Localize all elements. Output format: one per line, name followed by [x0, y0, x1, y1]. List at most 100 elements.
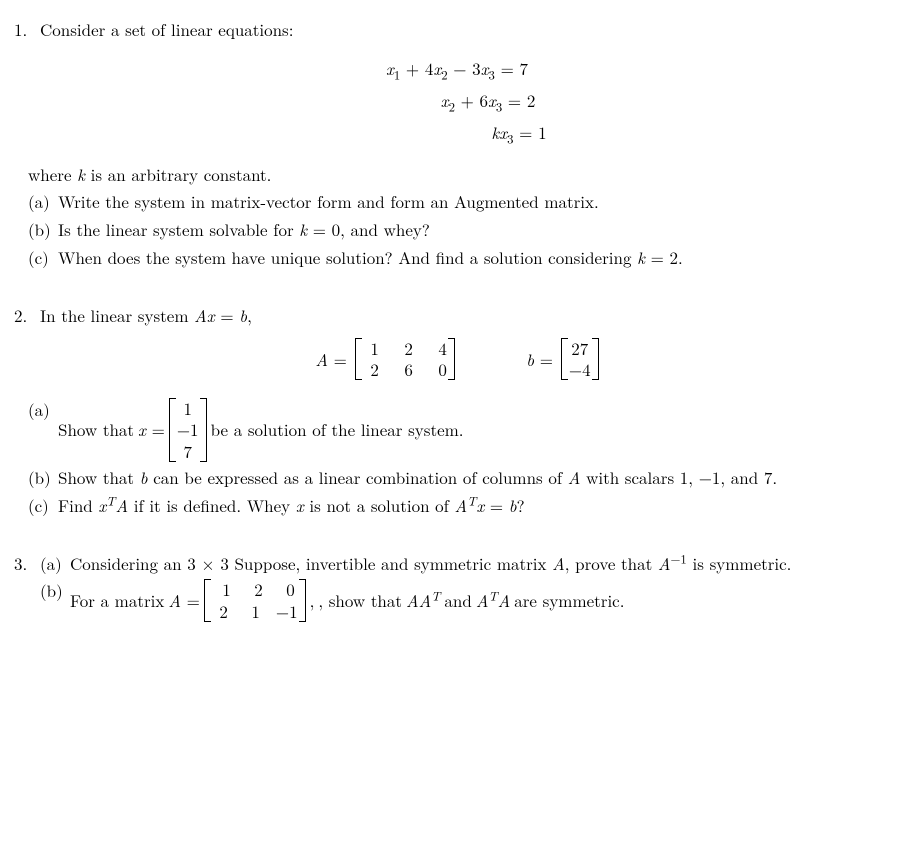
p2b-b: b	[140, 465, 148, 489]
p2-intro-2: ,	[247, 303, 252, 327]
problem-2-part-a: (a) Show that x = 1 −1 7 be a solution o…	[28, 398, 874, 462]
pb-text-2: , and whey?	[340, 217, 430, 241]
part-c-body: When does the system have unique solutio…	[58, 246, 874, 270]
vector-b: 27 −4	[561, 338, 599, 381]
p3b-ATA-sup: T	[488, 586, 497, 604]
problem-2-header: 2. In the linear system Ax = b, A = 124 …	[14, 304, 874, 394]
p2b-3: with scalars 1, −1, and 7.	[580, 465, 777, 489]
p3a-Ainv: A	[658, 551, 671, 575]
pc-text-2: .	[678, 245, 683, 269]
vector-b-def: b = 27 −4	[526, 338, 598, 381]
problem-3: 3. (a) Considering an 3 × 3 Suppose, inv…	[14, 552, 874, 622]
p2-part-a-body: Show that x = 1 −1 7 be a solution of th…	[58, 398, 874, 462]
problem-3-body: (a) Considering an 3 × 3 Suppose, invert…	[40, 552, 874, 622]
p2c-4: ?	[517, 493, 525, 517]
p3b-AAT-sup: T	[431, 586, 440, 604]
p3b-ATA-a: A	[476, 588, 489, 612]
pc-text-1: When does the system have unique solutio…	[58, 245, 637, 269]
p2b-A: A	[568, 465, 581, 489]
part-c-label: (c)	[28, 246, 58, 270]
p3a-A: A	[552, 551, 565, 575]
p3a-2: , prove that	[565, 551, 658, 575]
problem-3-number: 3.	[14, 552, 40, 576]
problem-1-intro: Consider a set of linear equations:	[40, 17, 294, 41]
p3b-3: and	[444, 589, 471, 613]
problem-3-part-b: (b) For a matrix A = 120 21−1 , , show t…	[40, 579, 874, 622]
problem-1-part-c: (c) When does the system have unique sol…	[28, 246, 874, 270]
where-text-1: where	[28, 162, 77, 186]
vector-x: 1 −1 7	[169, 398, 207, 462]
p2c-2: if it is defined. Whey	[128, 493, 296, 517]
problem-2-body: In the linear system Ax = b, A = 124 260…	[40, 304, 874, 394]
eq-3: kx3 = 1	[40, 116, 874, 148]
A3-13: 0	[279, 579, 295, 600]
p3b-4: are symmetric.	[514, 589, 624, 613]
problem-1-part-b: (b) Is the linear system solvable for k …	[28, 218, 874, 242]
p3-part-a-label: (a)	[40, 552, 70, 576]
problem-3-part-a: (a) Considering an 3 × 3 Suppose, invert…	[40, 552, 874, 576]
p2-part-c-body: Find xTA if it is defined. Whey x is not…	[58, 494, 874, 518]
matrix-A-def: A = 124 260	[315, 338, 455, 381]
problem-2-part-b: (b) Show that b can be expressed as a li…	[28, 466, 874, 490]
p2b-2: can be expressed as a linear combination…	[148, 465, 568, 489]
eq-1: x1 + 4x2 − 3x3 = 7	[40, 52, 874, 84]
x-2: −1	[177, 419, 199, 440]
problem-2: 2. In the linear system Ax = b, A = 124 …	[14, 304, 874, 518]
p3a-Ainv-sup: −1	[671, 549, 687, 567]
part-a-body: Write the system in matrix-vector form a…	[58, 190, 874, 214]
problem-2-matrices: A = 124 260 b = 27 −4	[40, 338, 874, 381]
A3-11: 1	[215, 579, 231, 600]
part-a-label: (a)	[28, 190, 58, 214]
A-12: 2	[397, 338, 413, 359]
A-21: 2	[363, 359, 379, 380]
A3-21: 2	[212, 601, 228, 622]
p3b-1: For a matrix	[70, 589, 164, 613]
problem-1-where: where k is an arbitrary constant.	[28, 163, 874, 187]
x-3: 7	[183, 441, 192, 462]
x-1: 1	[183, 398, 192, 419]
problem-3-header: 3. (a) Considering an 3 × 3 Suppose, inv…	[14, 552, 874, 622]
A-22: 6	[397, 359, 413, 380]
problem-1-header: 1. Consider a set of linear equations: x…	[14, 18, 874, 163]
p3b-2: , show that	[318, 589, 402, 613]
problem-1-equations: x1 + 4x2 − 3x3 = 7 x2 + 6x3 = 2 kx3 = 1	[40, 52, 874, 149]
p2b-1: Show that	[58, 465, 140, 489]
p3a-1: Considering an 3 × 3 Suppose, invertible…	[70, 551, 552, 575]
p3b-ATA-b: A	[498, 588, 511, 612]
p3-part-b-body: For a matrix A = 120 21−1 , , show that …	[70, 579, 874, 622]
p3-part-b-label: (b)	[40, 579, 70, 603]
pb-text-1: Is the linear system solvable for	[58, 217, 299, 241]
problem-1-body: Consider a set of linear equations: x1 +…	[40, 18, 874, 163]
p2-part-b-label: (b)	[28, 466, 58, 490]
matrix-A3: 120 21−1	[204, 579, 306, 622]
p2c-x: x	[296, 493, 304, 517]
p3a-3: is symmetric.	[692, 551, 791, 575]
p2-part-a-label: (a)	[28, 398, 58, 422]
where-text-2: is an arbitrary constant.	[85, 162, 271, 186]
A-23: 0	[431, 359, 447, 380]
p2-part-b-body: Show that b can be expressed as a linear…	[58, 466, 874, 490]
matrix-A: 124 260	[355, 338, 455, 381]
problem-1: 1. Consider a set of linear equations: x…	[14, 18, 874, 270]
problem-2-part-c: (c) Find xTA if it is defined. Whey x is…	[28, 494, 874, 518]
p2-intro-1: In the linear system	[40, 303, 194, 327]
b-2: −4	[569, 359, 591, 380]
A3-23: −1	[276, 601, 298, 622]
A3-12: 2	[247, 579, 263, 600]
A-13: 4	[431, 338, 447, 359]
p3-part-a-body: Considering an 3 × 3 Suppose, invertible…	[70, 552, 874, 576]
part-b-body: Is the linear system solvable for k = 0,…	[58, 218, 874, 242]
part-b-label: (b)	[28, 218, 58, 242]
p3b-AAT-a: AA	[406, 588, 431, 612]
problem-2-number: 2.	[14, 304, 40, 328]
p2-part-c-label: (c)	[28, 494, 58, 518]
p2a-text-1: Show that	[58, 418, 134, 442]
eq-2: x2 + 6x3 = 2	[40, 84, 874, 116]
p2c-1: Find	[58, 493, 98, 517]
problem-1-number: 1.	[14, 18, 40, 42]
where-k: k	[77, 162, 85, 186]
p2a-text-2: be a solution of the linear system.	[211, 418, 464, 442]
A3-22: 1	[244, 601, 260, 622]
A-11: 1	[363, 338, 379, 359]
problem-1-part-a: (a) Write the system in matrix-vector fo…	[28, 190, 874, 214]
